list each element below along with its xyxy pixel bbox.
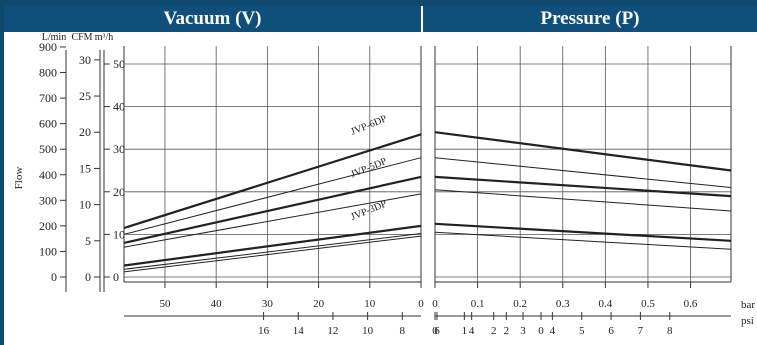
- vacuum-secondary-tick-label: 6: [434, 325, 440, 337]
- pressure-x-tick-label: 0.2: [513, 298, 527, 310]
- vacuum-series-label: JVP-5DP: [349, 156, 389, 181]
- vacuum-x-tick-label: 50: [159, 298, 171, 310]
- vacuum-secondary-tick-label: 4: [469, 325, 475, 337]
- flow-tick-label-lmin: 500: [39, 142, 57, 156]
- vacuum-secondary-tick-label: 8: [400, 325, 406, 337]
- vacuum-x-tick-label: 10: [364, 298, 376, 310]
- flow-tick-label-m3h: 20: [113, 185, 125, 199]
- pressure-secondary-tick-label: 3: [520, 325, 526, 337]
- vacuum-series-label: JVP-3DP: [349, 198, 389, 223]
- flow-tick-label-cfm: 15: [79, 161, 91, 175]
- pressure-series-line: [434, 231, 732, 250]
- pressure-header: Pressure (P): [423, 6, 757, 32]
- vacuum-x-tick-label: 0: [418, 298, 424, 310]
- flow-tick-label-cfm: 10: [79, 198, 91, 212]
- chart-frame: Vacuum (V) Pressure (P) L/min 0 100 200 300 4…: [4, 6, 757, 345]
- flow-tick-label-lmin: 300: [39, 193, 57, 207]
- vacuum-series-label: JVP-6DP: [349, 113, 389, 138]
- header-divider: [421, 6, 423, 32]
- vacuum-x-tick-label: 40: [211, 298, 223, 310]
- vacuum-x-tick-label: 20: [313, 298, 325, 310]
- vacuum-secondary-tick-label: 12: [327, 325, 338, 337]
- pressure-x-tick-label: 0.5: [641, 298, 655, 310]
- pressure-secondary-tick-label: 8: [667, 325, 673, 337]
- flow-tick-label-cfm: 0: [85, 270, 91, 284]
- pressure-series-line: [434, 222, 732, 242]
- vacuum-header: Vacuum (V): [4, 6, 421, 32]
- vacuum-series-line: [123, 193, 422, 248]
- pressure-x-tick-label: 0: [432, 298, 438, 310]
- flow-tick-label-m3h: 50: [113, 57, 125, 71]
- flow-tick-label-lmin: 600: [39, 117, 57, 131]
- flow-tick-label-cfm: 30: [79, 53, 91, 67]
- pressure-x-tick-label: 0.6: [684, 298, 698, 310]
- pressure-secondary-tick-label: 6: [608, 325, 614, 337]
- flow-axis-title: Flow: [13, 167, 25, 190]
- pressure-secondary-tick-label: 0: [432, 325, 438, 337]
- vacuum-series-line: [123, 224, 422, 267]
- flow-tick-label-lmin: 200: [39, 219, 57, 233]
- pressure-series-line: [434, 189, 732, 212]
- vacuum-secondary-tick-label: 16: [258, 325, 270, 337]
- vacuum-secondary-tick-label: 0: [538, 325, 544, 337]
- flow-unit-cfm: CFM: [71, 32, 92, 43]
- vacuum-secondary-tick-label: 2: [504, 325, 510, 337]
- flow-tick-label-lmin: 100: [39, 244, 57, 258]
- vacuum-x-tick-label: 30: [262, 298, 274, 310]
- flow-tick-label-m3h: 40: [113, 100, 125, 114]
- pressure-series-line: [434, 131, 732, 172]
- flow-tick-label-m3h: 10: [113, 227, 125, 241]
- pressure-x-unit-bar: bar: [741, 299, 755, 311]
- vacuum-secondary-tick-label: 10: [362, 325, 374, 337]
- flow-tick-label-lmin: 700: [39, 91, 57, 105]
- pressure-x-tick-label: 0.1: [471, 298, 485, 310]
- flow-unit-lmin: L/min: [42, 32, 66, 43]
- performance-chart: L/min0100200300400500600700800900CFM0510…: [13, 32, 755, 337]
- flow-tick-label-cfm: 20: [79, 125, 91, 139]
- pressure-series-line: [434, 175, 732, 198]
- flow-tick-label-cfm: 25: [79, 89, 91, 103]
- flow-tick-label-lmin: 800: [39, 66, 57, 80]
- pressure-series-line: [434, 157, 732, 188]
- vacuum-series-line: [123, 175, 422, 244]
- pressure-secondary-tick-label: 2: [491, 325, 497, 337]
- pressure-secondary-tick-label: 4: [550, 325, 556, 337]
- pressure-x-tick-label: 0.3: [556, 298, 570, 310]
- vacuum-series-line: [123, 235, 422, 273]
- vacuum-series-line: [123, 133, 422, 230]
- flow-tick-label-lmin: 0: [51, 270, 57, 284]
- flow-tick-label-m3h: 30: [113, 142, 125, 156]
- vacuum-series-line: [123, 233, 422, 270]
- pressure-secondary-tick-label: 1: [462, 325, 468, 337]
- flow-tick-label-lmin: 900: [39, 40, 57, 54]
- pressure-secondary-tick-label: 5: [579, 325, 585, 337]
- pressure-x-tick-label: 0.4: [598, 298, 612, 310]
- pressure-x-unit-psi: psi: [741, 315, 754, 327]
- flow-tick-label-m3h: 0: [113, 270, 119, 284]
- flow-unit-m3h: m³/h: [95, 32, 114, 43]
- vacuum-series-line: [123, 157, 422, 235]
- flow-tick-label-lmin: 400: [39, 168, 57, 182]
- vacuum-secondary-tick-label: 14: [293, 325, 305, 337]
- flow-tick-label-cfm: 5: [85, 234, 91, 248]
- pressure-secondary-tick-label: 7: [638, 325, 644, 337]
